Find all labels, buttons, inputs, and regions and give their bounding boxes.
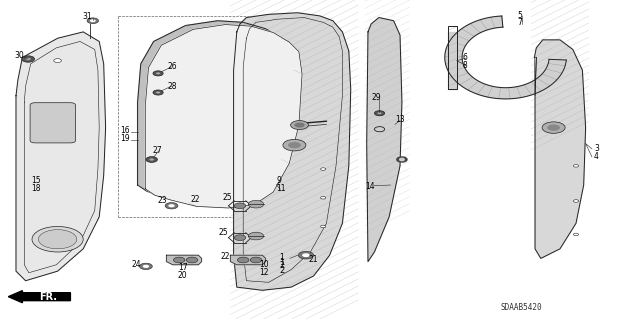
Text: 10: 10 <box>259 260 269 269</box>
Circle shape <box>378 112 381 114</box>
Circle shape <box>153 90 163 95</box>
Circle shape <box>288 142 301 148</box>
Circle shape <box>573 165 579 167</box>
Text: 13: 13 <box>396 115 405 124</box>
Text: 2: 2 <box>279 266 284 275</box>
Text: 5: 5 <box>517 11 522 20</box>
Text: 3: 3 <box>594 144 599 153</box>
Circle shape <box>542 122 565 133</box>
Text: 12: 12 <box>259 268 269 277</box>
Text: 27: 27 <box>152 146 162 155</box>
Text: 25: 25 <box>219 228 228 237</box>
Circle shape <box>149 158 154 161</box>
Text: 9: 9 <box>276 176 282 185</box>
Circle shape <box>374 111 385 116</box>
Circle shape <box>38 230 77 249</box>
Text: 31: 31 <box>82 12 92 21</box>
Circle shape <box>237 257 249 263</box>
Circle shape <box>283 139 306 151</box>
FancyBboxPatch shape <box>30 103 76 143</box>
Text: 26: 26 <box>168 63 177 71</box>
Text: 28: 28 <box>168 82 177 91</box>
Polygon shape <box>145 25 302 208</box>
Circle shape <box>294 122 305 128</box>
Text: 30: 30 <box>14 51 24 60</box>
FancyArrow shape <box>8 291 70 303</box>
Text: 19: 19 <box>120 134 130 143</box>
Text: 1: 1 <box>279 258 284 267</box>
Circle shape <box>321 197 326 199</box>
Circle shape <box>234 203 246 209</box>
Polygon shape <box>138 21 294 204</box>
Circle shape <box>248 200 264 208</box>
Circle shape <box>32 226 83 252</box>
Text: 16: 16 <box>120 126 130 135</box>
Text: 14: 14 <box>365 182 374 191</box>
Text: 6: 6 <box>462 53 467 62</box>
Text: 22: 22 <box>221 252 230 261</box>
Circle shape <box>87 18 99 24</box>
Text: 7: 7 <box>517 19 522 27</box>
Polygon shape <box>166 255 202 265</box>
Polygon shape <box>16 32 106 281</box>
Text: 8: 8 <box>462 61 467 70</box>
Text: 25: 25 <box>223 193 232 202</box>
Circle shape <box>54 59 61 63</box>
Circle shape <box>140 263 152 270</box>
Circle shape <box>143 265 149 268</box>
Text: 22: 22 <box>191 195 200 204</box>
Circle shape <box>399 158 404 161</box>
Circle shape <box>573 233 579 236</box>
Circle shape <box>397 157 407 162</box>
Text: 4: 4 <box>594 152 599 161</box>
Polygon shape <box>230 255 266 265</box>
Text: 17: 17 <box>178 263 188 272</box>
Circle shape <box>22 56 35 62</box>
Circle shape <box>165 203 178 209</box>
Text: 11: 11 <box>276 184 286 193</box>
Text: 21: 21 <box>308 256 318 264</box>
Text: FR.: FR. <box>39 292 57 302</box>
Text: SDAAB5420: SDAAB5420 <box>500 303 543 312</box>
Circle shape <box>321 225 326 228</box>
Text: 23: 23 <box>157 197 167 205</box>
Polygon shape <box>234 13 351 290</box>
Circle shape <box>547 124 560 131</box>
Circle shape <box>173 257 185 263</box>
Circle shape <box>156 92 160 93</box>
Text: 29: 29 <box>371 93 381 102</box>
Circle shape <box>248 232 264 240</box>
Circle shape <box>26 58 31 60</box>
Polygon shape <box>448 32 457 89</box>
Circle shape <box>156 72 160 74</box>
Circle shape <box>291 121 308 130</box>
Text: 20: 20 <box>178 271 188 280</box>
Circle shape <box>146 157 157 162</box>
Circle shape <box>302 253 310 257</box>
Circle shape <box>186 257 198 263</box>
Text: 15: 15 <box>31 176 40 185</box>
Circle shape <box>90 19 96 22</box>
Text: 2: 2 <box>279 261 284 270</box>
Circle shape <box>234 235 246 241</box>
Text: 18: 18 <box>31 184 40 193</box>
Polygon shape <box>534 40 586 258</box>
Circle shape <box>168 204 175 207</box>
Circle shape <box>153 71 163 76</box>
Text: 1: 1 <box>279 253 284 262</box>
Polygon shape <box>367 18 402 262</box>
Polygon shape <box>445 16 566 99</box>
Circle shape <box>321 168 326 170</box>
Circle shape <box>573 200 579 202</box>
Text: 24: 24 <box>131 260 141 269</box>
Circle shape <box>298 251 314 259</box>
Circle shape <box>250 257 262 263</box>
